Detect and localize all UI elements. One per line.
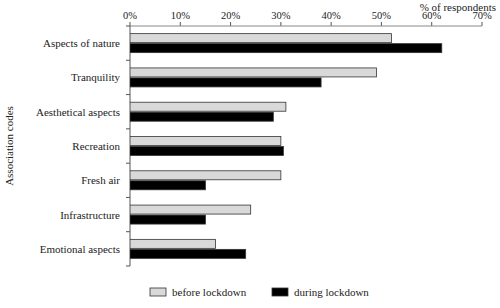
- category-tick: [126, 163, 130, 164]
- category-label: Emotional aspects: [40, 243, 120, 255]
- bar: [130, 249, 246, 258]
- bar: [130, 102, 286, 111]
- tick-mark: [431, 22, 432, 26]
- legend-label: before lockdown: [172, 286, 247, 298]
- tick-mark: [130, 22, 131, 26]
- legend-swatch: [150, 288, 166, 296]
- bar: [130, 112, 273, 121]
- tick-label: 70%: [472, 10, 492, 21]
- category-label: Infrastructure: [60, 209, 120, 221]
- bar: [130, 34, 391, 43]
- bar: [130, 68, 376, 77]
- tick-label: 60%: [422, 10, 442, 21]
- legend-label: during lockdown: [294, 286, 369, 298]
- tick-mark: [381, 22, 382, 26]
- category-tick: [126, 231, 130, 232]
- category-tick: [126, 60, 130, 61]
- category-tick: [126, 266, 130, 267]
- x-axis: [130, 26, 482, 27]
- tick-mark: [180, 22, 181, 26]
- category-label: Fresh air: [81, 174, 120, 186]
- tick-label: 30%: [271, 10, 291, 21]
- bar: [130, 44, 442, 53]
- category-tick: [126, 26, 130, 27]
- category-tick: [126, 94, 130, 95]
- y-axis-label: Association codes: [3, 106, 15, 186]
- category-label: Aesthetical aspects: [36, 106, 120, 118]
- tick-label: 50%: [372, 10, 392, 21]
- tick-label: 10%: [171, 10, 191, 21]
- bar: [130, 147, 283, 156]
- tick-label: 0%: [123, 10, 137, 21]
- bar: [130, 137, 281, 146]
- bar: [130, 215, 205, 224]
- category-label: Aspects of nature: [43, 37, 120, 49]
- bar: [130, 78, 321, 87]
- tick-label: 20%: [221, 10, 241, 21]
- category-tick: [126, 128, 130, 129]
- legend-swatch: [272, 288, 288, 296]
- category-tick: [126, 197, 130, 198]
- category-label: Tranquility: [71, 71, 121, 83]
- category-label: Recreation: [72, 140, 120, 152]
- bar: [130, 181, 205, 190]
- tick-mark: [331, 22, 332, 26]
- chart: % of respondents0%10%20%30%40%50%60%70%A…: [0, 0, 500, 308]
- bar: [130, 205, 251, 214]
- bars: [130, 34, 442, 259]
- tick-mark: [482, 22, 483, 26]
- bar: [130, 239, 215, 248]
- tick-label: 40%: [322, 10, 342, 21]
- tick-mark: [230, 22, 231, 26]
- bar: [130, 171, 281, 180]
- y-axis: [130, 26, 131, 266]
- tick-mark: [280, 22, 281, 26]
